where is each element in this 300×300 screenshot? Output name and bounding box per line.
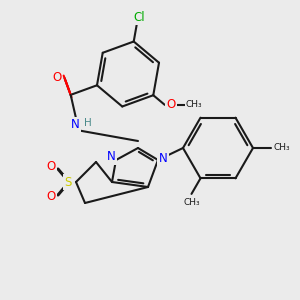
Text: H: H	[84, 118, 92, 128]
Text: CH₃: CH₃	[186, 100, 202, 109]
Text: O: O	[46, 190, 56, 203]
Text: CH₃: CH₃	[273, 143, 290, 152]
Text: CH₃: CH₃	[183, 198, 200, 207]
Text: N: N	[159, 152, 167, 164]
Text: O: O	[166, 98, 176, 111]
Text: O: O	[46, 160, 56, 173]
Text: S: S	[64, 176, 72, 188]
Text: N: N	[71, 118, 80, 131]
Text: N: N	[106, 151, 116, 164]
Text: O: O	[52, 71, 61, 84]
Text: Cl: Cl	[133, 11, 145, 24]
